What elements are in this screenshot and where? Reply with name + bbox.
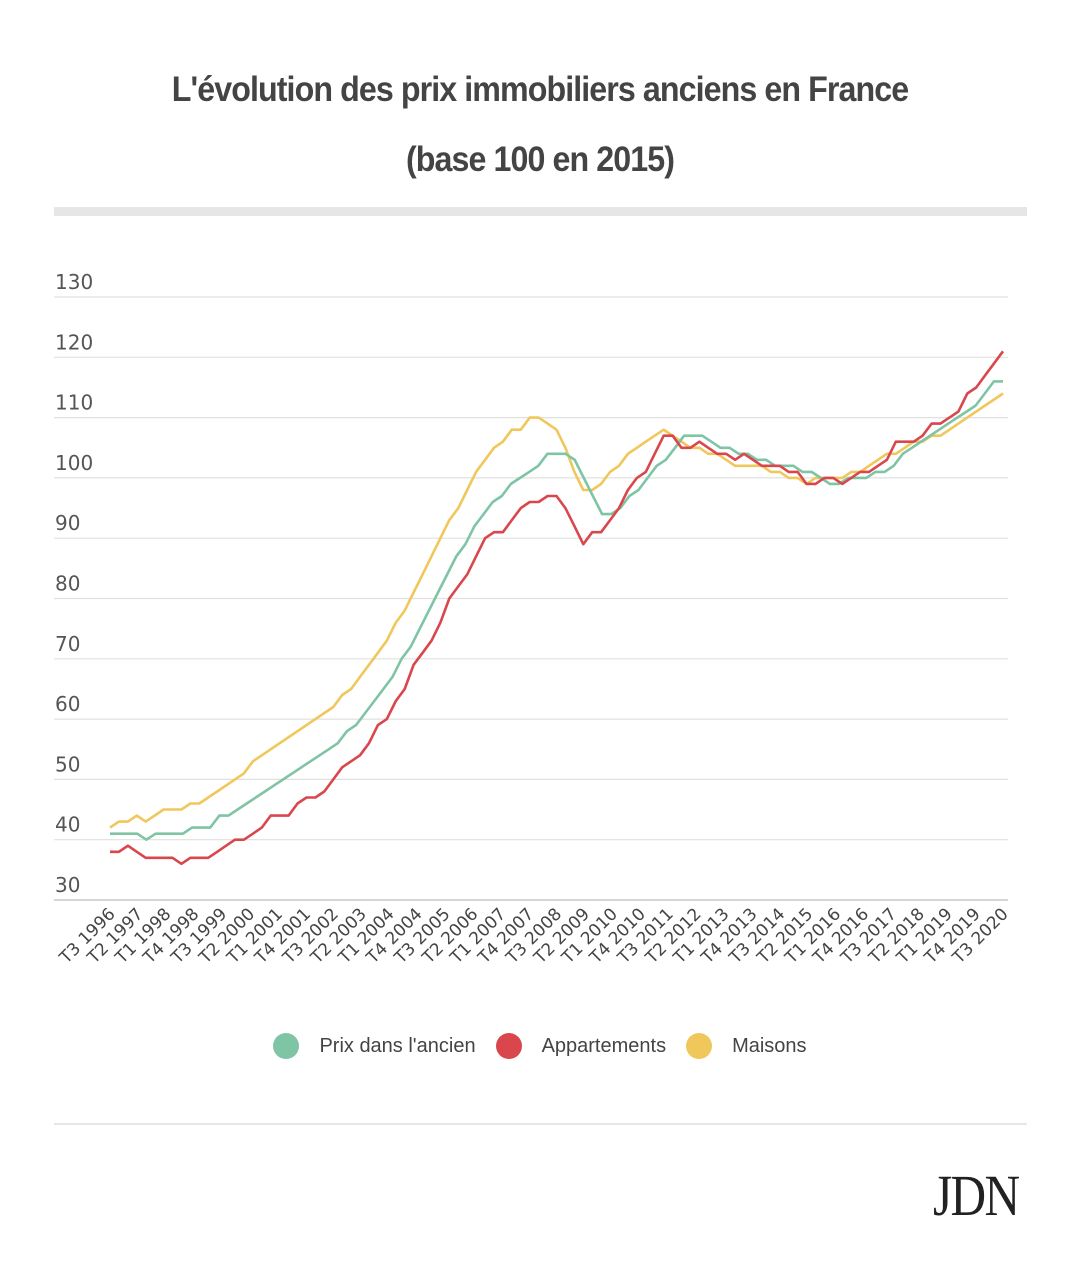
y-tick-label: 70	[55, 632, 80, 656]
series-line-maisons[interactable]	[109, 392, 1004, 829]
y-tick-label: 40	[55, 813, 80, 837]
legend-item-maisons[interactable]: Maisons	[686, 1033, 807, 1059]
y-tick-label: 110	[55, 391, 93, 415]
grid	[54, 296, 1008, 901]
y-tick-label: 80	[55, 572, 80, 596]
y-tick-label: 120	[55, 330, 93, 354]
legend: Prix dans l'ancien Appartements Maisons	[0, 1033, 1080, 1059]
jdn-logo: JDN	[932, 1163, 1020, 1228]
y-tick-label: 50	[55, 752, 80, 776]
series-line-appartements[interactable]	[110, 350, 1005, 866]
y-tick-label: 130	[55, 270, 93, 294]
y-tick-label: 100	[55, 451, 93, 475]
legend-label: Maisons	[732, 1034, 807, 1057]
legend-label: Appartements	[541, 1034, 667, 1057]
y-axis: 30 40 50 60 70 80 90 100 110 120 130	[55, 270, 93, 897]
legend-label: Prix dans l'ancien	[319, 1034, 476, 1057]
series	[109, 350, 1005, 866]
y-tick-label: 90	[55, 511, 80, 535]
legend-dot-icon	[686, 1033, 713, 1059]
footer-divider	[54, 1123, 1027, 1125]
chart-title: L'évolution des prix immobiliers anciens…	[171, 70, 909, 109]
series-line-prix-dans-l-ancien[interactable]	[110, 380, 1003, 842]
title-divider	[54, 207, 1027, 216]
legend-item-prix[interactable]: Prix dans l'ancien	[273, 1033, 476, 1059]
chart-subtitle: (base 100 en 2015)	[405, 140, 675, 179]
legend-dot-icon	[495, 1033, 522, 1059]
y-tick-label: 60	[55, 692, 80, 716]
legend-item-appartements[interactable]: Appartements	[495, 1033, 667, 1059]
y-tick-label: 30	[55, 873, 80, 897]
legend-dot-icon	[273, 1033, 300, 1059]
